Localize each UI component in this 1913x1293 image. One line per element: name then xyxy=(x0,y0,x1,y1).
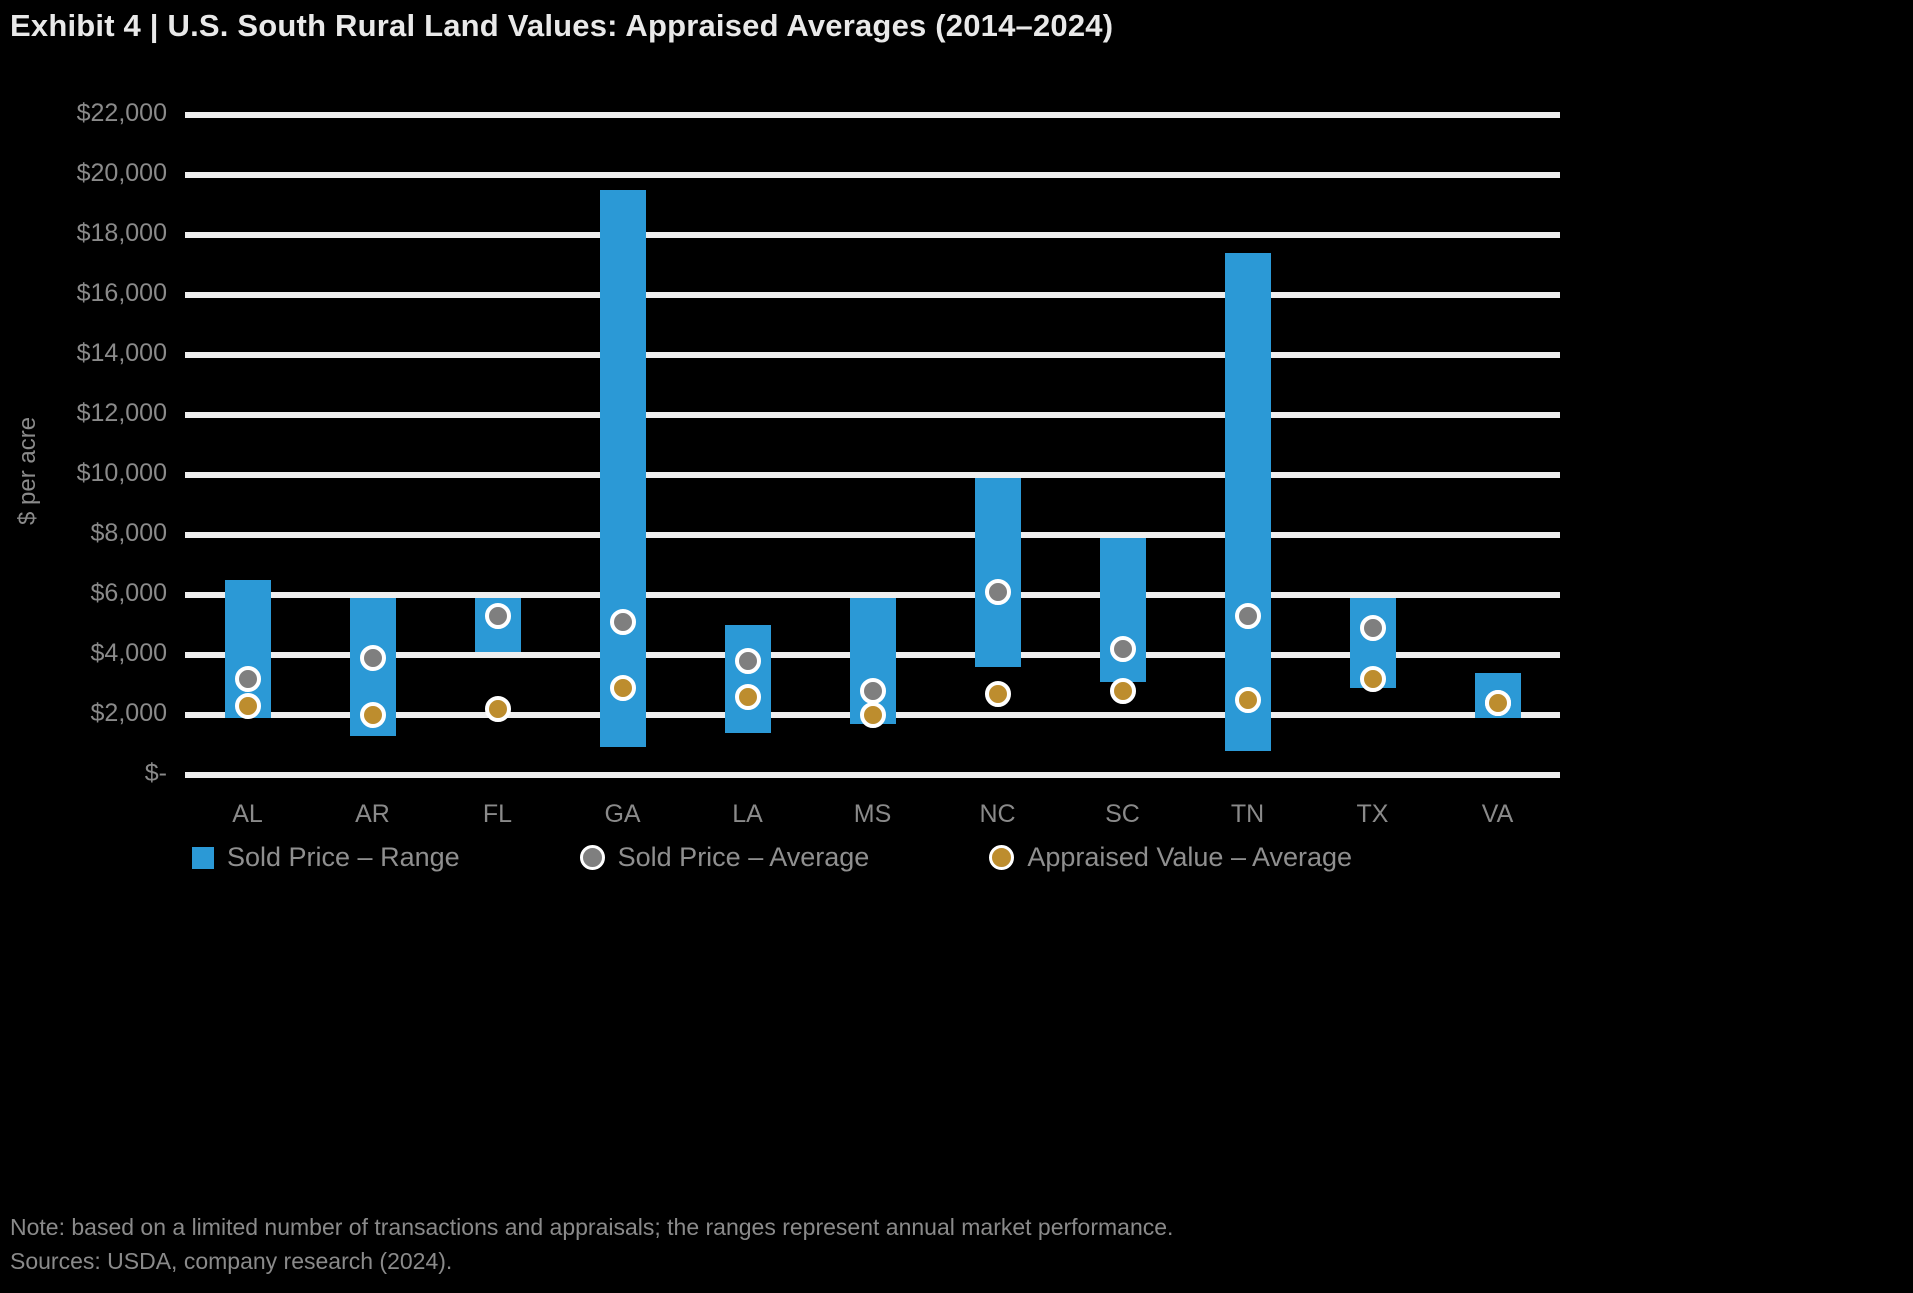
gridline-20000 xyxy=(185,172,1560,178)
appraised-avg-dot-TX xyxy=(1359,666,1386,692)
legend-label-appraised-value-average: Appraised Value – Average xyxy=(1027,842,1353,872)
appraised-avg-dot-SC xyxy=(1109,678,1136,704)
appraised-avg-dot-MS xyxy=(859,702,886,728)
appraised-avg-dot-VA xyxy=(1484,690,1511,716)
gridline-16000 xyxy=(185,292,1560,298)
appraised-avg-dot-AR xyxy=(359,702,386,728)
gridline-0 xyxy=(185,772,1560,778)
gridline-12000 xyxy=(185,412,1560,418)
x-tick-label-NC: NC xyxy=(979,800,1016,828)
x-tick-label-AR: AR xyxy=(355,800,390,828)
x-tick-label-VA: VA xyxy=(1481,800,1514,828)
x-tick-label-AL: AL xyxy=(232,800,263,828)
sold-avg-dot-TX xyxy=(1359,615,1386,641)
plot-area: $- $2,000 $4,000 $6,000 $8,000 $10,000 $12,000… xyxy=(77,99,1560,828)
sold-avg-dot-AR xyxy=(359,645,386,671)
gridline-8000 xyxy=(185,532,1560,538)
footnote-line-2: Sources: USDA, company research (2024). xyxy=(10,1248,453,1274)
sold-price-range-square-icon xyxy=(192,846,214,869)
sold-avg-dot-MS xyxy=(859,678,886,704)
x-tick-label-SC: SC xyxy=(1105,800,1140,828)
appraised-value-average-dot-icon xyxy=(989,845,1015,870)
appraised-avg-dot-TN xyxy=(1234,687,1261,713)
y-tick-label-12000: $12,000 xyxy=(76,399,167,427)
appraised-avg-dot-NC xyxy=(984,681,1011,707)
sold-avg-dot-FL xyxy=(484,603,511,629)
sold-avg-dot-NC xyxy=(984,579,1011,605)
gridline-22000 xyxy=(185,112,1560,118)
y-tick-label-20000: $20,000 xyxy=(76,159,167,187)
y-tick-label-16000: $16,000 xyxy=(76,279,167,307)
appraised-avg-dot-AL xyxy=(234,693,261,719)
legend-label-sold-price-range: Sold Price – Range xyxy=(227,842,460,872)
sold-avg-dot-SC xyxy=(1109,636,1136,662)
legend: Sold Price – Range Sold Price – Average … xyxy=(192,842,1352,873)
legend-label-sold-price-average: Sold Price – Average xyxy=(617,842,870,872)
legend-item-sold-price-range: Sold Price – Range xyxy=(192,842,460,873)
x-tick-label-GA: GA xyxy=(604,800,641,828)
appraised-avg-dot-LA xyxy=(734,684,761,710)
y-tick-label-10000: $10,000 xyxy=(76,459,167,487)
y-tick-label-6000: $6,000 xyxy=(90,579,167,607)
gridline-10000 xyxy=(185,472,1560,478)
range-bar-LA xyxy=(724,625,771,733)
range-bar-NC xyxy=(974,478,1021,667)
gridline-18000 xyxy=(185,232,1560,238)
legend-item-sold-price-average: Sold Price – Average xyxy=(579,842,870,873)
appraised-avg-dot-FL xyxy=(484,696,511,722)
sold-price-average-dot-icon xyxy=(579,845,605,870)
sold-avg-dot-TN xyxy=(1234,603,1261,629)
sold-avg-dot-LA xyxy=(734,648,761,674)
sold-avg-dot-GA xyxy=(609,609,636,635)
legend-item-appraised-value-average: Appraised Value – Average xyxy=(989,842,1352,873)
y-tick-label-18000: $18,000 xyxy=(76,219,167,247)
gridline-6000 xyxy=(185,592,1560,598)
x-tick-label-FL: FL xyxy=(482,800,513,828)
y-tick-label-2000: $2,000 xyxy=(90,699,167,727)
x-tick-label-TX: TX xyxy=(1356,800,1389,828)
y-tick-label-0: $- xyxy=(144,759,167,787)
appraised-avg-dot-GA xyxy=(609,675,636,701)
x-tick-label-TN: TN xyxy=(1230,800,1265,828)
chart-title: Exhibit 4 | U.S. South Rural Land Values… xyxy=(10,8,1114,43)
y-tick-label-14000: $14,000 xyxy=(76,339,167,367)
y-tick-label-22000: $22,000 xyxy=(76,99,167,127)
x-tick-label-MS: MS xyxy=(853,800,892,828)
x-tick-label-LA: LA xyxy=(732,800,763,828)
y-tick-label-4000: $4,000 xyxy=(90,639,167,667)
footnote-line-1: Note: based on a limited number of trans… xyxy=(10,1214,1174,1240)
range-bar-GA xyxy=(599,190,646,747)
sold-avg-dot-AL xyxy=(234,666,261,692)
range-bar-TN xyxy=(1224,253,1271,751)
y-tick-label-8000: $8,000 xyxy=(90,519,167,547)
gridline-14000 xyxy=(185,352,1560,358)
